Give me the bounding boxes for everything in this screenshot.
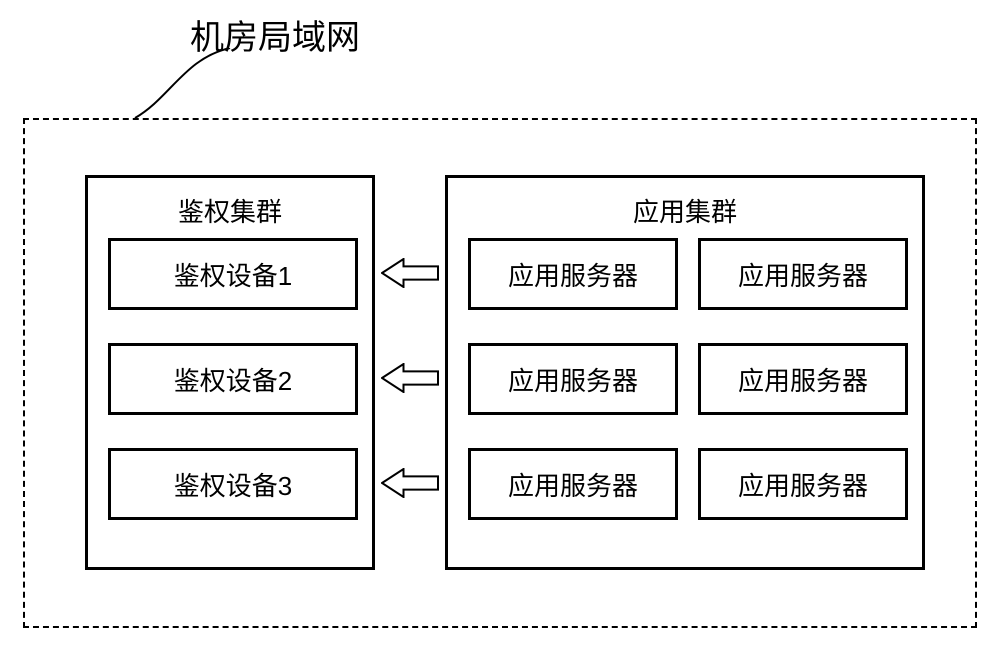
arrow-left-2	[381, 363, 439, 393]
app-server-node-1: 应用服务器	[468, 238, 678, 310]
app-server-node-3: 应用服务器	[468, 343, 678, 415]
title-connector-curve	[130, 48, 240, 120]
app-server-node-5: 应用服务器	[468, 448, 678, 520]
auth-cluster-box: 鉴权集群 鉴权设备1 鉴权设备2 鉴权设备3	[85, 175, 375, 570]
auth-cluster-title: 鉴权集群	[88, 192, 372, 229]
arrow-left-1	[381, 258, 439, 288]
app-server-node-4: 应用服务器	[698, 343, 908, 415]
app-cluster-box: 应用集群 应用服务器应用服务器应用服务器应用服务器应用服务器应用服务器	[445, 175, 925, 570]
auth-device-node-3: 鉴权设备3	[108, 448, 358, 520]
auth-device-node-2: 鉴权设备2	[108, 343, 358, 415]
app-cluster-title: 应用集群	[448, 192, 922, 229]
auth-device-node-1: 鉴权设备1	[108, 238, 358, 310]
app-server-node-6: 应用服务器	[698, 448, 908, 520]
arrow-left-3	[381, 468, 439, 498]
app-server-node-2: 应用服务器	[698, 238, 908, 310]
